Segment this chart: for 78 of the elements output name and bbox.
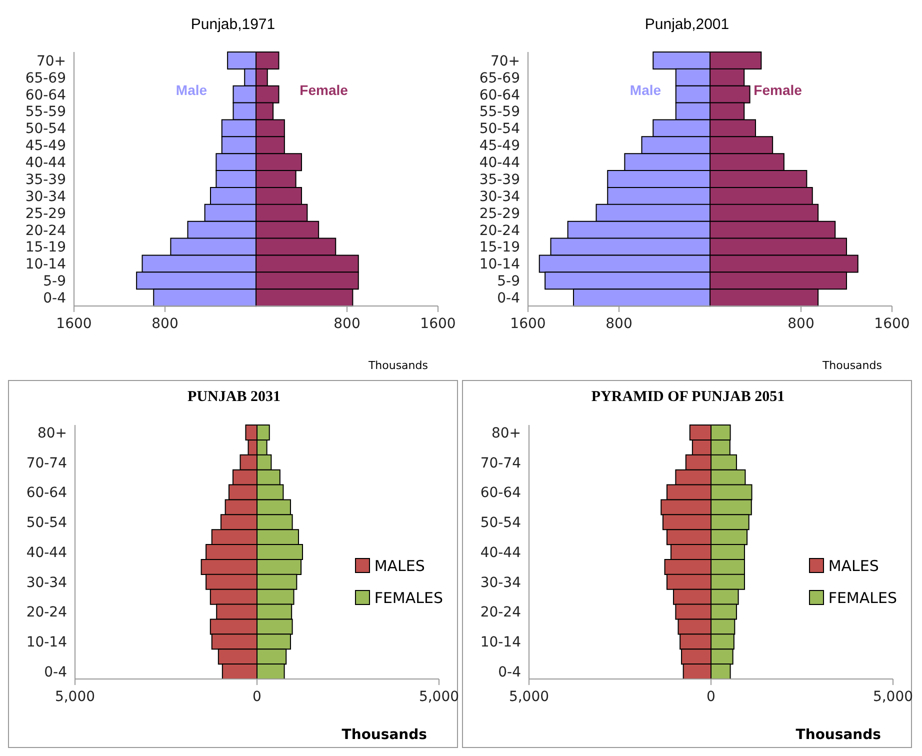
series-label: Female bbox=[754, 82, 802, 98]
x-tick-label: 0 bbox=[252, 689, 262, 705]
y-tick-label: 0-4 bbox=[43, 290, 66, 307]
y-tick-label: 5-9 bbox=[497, 274, 520, 290]
y-tick-label: 30-34 bbox=[26, 574, 68, 591]
y-tick-label: 25-29 bbox=[25, 206, 66, 222]
y-tick-label: 35-39 bbox=[479, 172, 520, 188]
series-label: Male bbox=[176, 82, 208, 98]
series-label: Female bbox=[300, 82, 348, 98]
x-axis-title: Thousands bbox=[342, 727, 427, 743]
y-tick-label: 60-64 bbox=[25, 87, 66, 104]
y-tick-label: 25-29 bbox=[479, 206, 520, 222]
y-tick-label: 70+ bbox=[36, 53, 66, 70]
chart-title: Punjab,1971 bbox=[190, 16, 276, 33]
y-tick-label: 20-24 bbox=[480, 604, 522, 621]
y-tick-label: 10-14 bbox=[479, 256, 520, 273]
y-tick-label: 50-54 bbox=[25, 121, 66, 138]
y-tick-label: 0-4 bbox=[498, 664, 522, 680]
y-tick-label: 45-49 bbox=[479, 138, 520, 154]
y-tick-label: 10-14 bbox=[25, 256, 66, 273]
legend-label: MALES bbox=[374, 556, 425, 575]
x-tick-label: 0 bbox=[706, 689, 716, 705]
x-axis-title: Thousands bbox=[796, 727, 881, 743]
x-tick-label: 1600 bbox=[874, 316, 910, 332]
y-tick-label: 70-74 bbox=[26, 455, 68, 472]
x-tick-label: 800 bbox=[334, 316, 360, 332]
y-tick-label: 0-4 bbox=[44, 664, 68, 680]
y-tick-label: 30-34 bbox=[479, 188, 520, 205]
y-tick-label: 15-19 bbox=[25, 240, 66, 256]
legend-label: MALES bbox=[828, 556, 879, 575]
y-tick-label: 65-69 bbox=[479, 70, 520, 86]
y-tick-label: 10-14 bbox=[26, 634, 68, 651]
y-tick-label: 30-34 bbox=[25, 188, 66, 205]
y-tick-label: 15-19 bbox=[479, 240, 520, 256]
y-tick-label: 55-59 bbox=[479, 104, 520, 120]
y-tick-label: 20-24 bbox=[25, 222, 66, 239]
y-tick-label: 70-74 bbox=[480, 455, 522, 472]
y-tick-label: 20-24 bbox=[479, 222, 520, 239]
x-axis-title: Thousands bbox=[368, 359, 428, 372]
chart-title: Punjab,2001 bbox=[644, 16, 730, 33]
y-tick-label: 60-64 bbox=[480, 485, 522, 502]
y-tick-label: 40-44 bbox=[479, 155, 520, 172]
y-tick-label: 50-54 bbox=[479, 121, 520, 138]
chart-title: PYRAMID OF PUNJAB 2051 bbox=[590, 389, 786, 406]
y-tick-label: 10-14 bbox=[480, 634, 522, 651]
chart-title: PUNJAB 2031 bbox=[186, 389, 282, 406]
x-tick-label: 800 bbox=[606, 316, 632, 332]
x-tick-label: 5,000 bbox=[508, 689, 550, 705]
y-tick-label: 40-44 bbox=[25, 155, 66, 172]
y-tick-label: 60-64 bbox=[479, 87, 520, 104]
y-tick-label: 55-59 bbox=[25, 104, 66, 120]
x-tick-label: 1600 bbox=[420, 316, 456, 332]
x-tick-label: 5,000 bbox=[418, 689, 460, 705]
y-tick-label: 5-9 bbox=[43, 274, 66, 290]
y-tick-label: 35-39 bbox=[25, 172, 66, 188]
y-tick-label: 70+ bbox=[490, 53, 520, 70]
x-tick-label: 800 bbox=[152, 316, 178, 332]
y-tick-label: 20-24 bbox=[26, 604, 68, 621]
y-tick-label: 40-44 bbox=[480, 544, 522, 561]
y-tick-label: 30-34 bbox=[480, 574, 522, 591]
y-tick-label: 45-49 bbox=[25, 138, 66, 154]
x-tick-label: 5,000 bbox=[872, 689, 914, 705]
x-tick-label: 5,000 bbox=[54, 689, 96, 705]
y-tick-label: 80+ bbox=[491, 425, 521, 442]
x-tick-label: 800 bbox=[788, 316, 814, 332]
legend-label: FEMALES bbox=[828, 588, 897, 607]
legend-label: FEMALES bbox=[374, 588, 443, 607]
y-tick-label: 65-69 bbox=[25, 70, 66, 86]
y-tick-label: 0-4 bbox=[497, 290, 520, 307]
x-tick-label: 1600 bbox=[510, 316, 546, 332]
y-tick-label: 50-54 bbox=[26, 515, 68, 532]
y-tick-label: 80+ bbox=[37, 425, 67, 442]
x-axis-title: Thousands bbox=[822, 359, 882, 372]
x-tick-label: 1600 bbox=[56, 316, 92, 332]
y-tick-label: 50-54 bbox=[480, 515, 522, 532]
y-tick-label: 40-44 bbox=[26, 544, 68, 561]
series-label: Male bbox=[630, 82, 662, 98]
y-tick-label: 60-64 bbox=[26, 485, 68, 502]
